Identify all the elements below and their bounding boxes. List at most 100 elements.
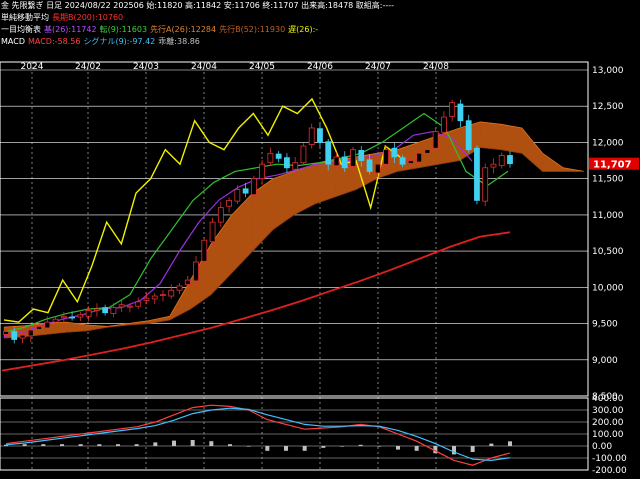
price-tick-label: 11,000 (592, 211, 624, 221)
ohlc-text: 金 先限繋ぎ 日足 2024/08/22 202506 始:11820 高:11… (1, 1, 395, 10)
candle-body (19, 334, 26, 339)
date-tick-label: 24/02 (75, 62, 101, 72)
macd-tick-label: 0.00 (592, 442, 612, 452)
candle-body (193, 261, 199, 282)
candle-body (507, 155, 513, 165)
macd-histogram-bar (60, 444, 64, 446)
macd-histogram-bar (340, 446, 344, 447)
conv-value: 転(9):11603 (99, 25, 148, 34)
candle-body (69, 316, 75, 319)
macd-tick-label: 400.00 (592, 394, 624, 404)
candle-body (184, 279, 191, 285)
macd-histogram-bar (22, 444, 27, 446)
macd-histogram-bar (190, 440, 195, 446)
price-tick-label: 10,500 (592, 247, 624, 257)
candle-body (333, 156, 340, 167)
indicator-lines (1, 97, 585, 372)
candle-body (391, 147, 398, 158)
candle-body (275, 153, 282, 159)
macd-histogram-bar (4, 444, 8, 446)
candle-body (432, 131, 439, 149)
candle-body (490, 163, 497, 168)
candle-body (308, 127, 315, 146)
macd-histogram-bar (209, 441, 214, 446)
macd-histogram-bar (78, 444, 83, 446)
candle-body (118, 304, 125, 308)
price-tick-label: 9,500 (592, 320, 618, 330)
macd-tick-label: -100.00 (592, 454, 627, 464)
macd-histogram-bar (153, 442, 158, 446)
price-tick-label: 12,000 (592, 138, 624, 148)
macd-histogram-bar (284, 446, 288, 451)
candle-body (226, 199, 232, 207)
macd-histogram-bar (302, 446, 307, 451)
candle-body (242, 188, 249, 194)
candle-body (374, 163, 381, 174)
candle-body (350, 149, 356, 167)
date-tick-label: 24/03 (133, 62, 159, 72)
date-tick-label: 2024 (21, 62, 44, 72)
header-ma: 単純移動平均 長期B(200):10760 (1, 13, 126, 23)
candle-body (482, 167, 489, 202)
candle-body (449, 102, 456, 117)
candle-body (85, 310, 92, 317)
macd-histogram-bar (414, 446, 419, 451)
candle-body (441, 116, 447, 133)
candle-body (465, 120, 472, 151)
header-ichimoku: 一目均衡表 基(26):11742 転(9):11603 先行A(26):12284 先… (1, 25, 321, 35)
date-tick-label: 24/06 (307, 62, 333, 72)
candle-body (209, 221, 216, 243)
candle-body (267, 152, 274, 164)
candle-body (383, 149, 389, 165)
candle-body (234, 189, 241, 202)
candle-body (259, 163, 266, 180)
candle-body (498, 155, 505, 167)
lagging-span-line (3, 97, 401, 323)
macd-histogram-bar (321, 446, 326, 448)
candle-body (143, 297, 150, 301)
hist-value: 乖離:38.86 (158, 37, 200, 46)
macd-histogram-bar (489, 443, 494, 446)
candle-body (292, 162, 299, 170)
span-a-line (3, 121, 585, 328)
candle-body (399, 157, 406, 165)
macd-histogram-bar (41, 444, 46, 446)
candle-body (3, 331, 9, 335)
macd-histogram-bar (358, 444, 363, 446)
macd-panel (4, 404, 512, 466)
price-tick-label: 10,000 (592, 283, 624, 293)
date-tick-label: 24/05 (249, 62, 275, 72)
span-a-value: 先行A(26):12284 (150, 25, 217, 34)
candle-body (160, 294, 166, 296)
candle-body (135, 301, 142, 307)
candle-body (358, 150, 365, 161)
grid (0, 61, 589, 471)
cloud-segment (231, 192, 253, 274)
macd-histogram-bar (470, 446, 475, 452)
candle-body (52, 318, 59, 323)
macd-histogram-bar (433, 446, 438, 454)
price-tick-label: 11,500 (592, 175, 624, 185)
macd-histogram-bar (97, 444, 102, 446)
cloud-segment (293, 163, 315, 216)
candle-body (151, 295, 158, 300)
candle-body (284, 157, 290, 169)
macd-histogram-bar (377, 446, 382, 447)
candle-body (93, 308, 100, 311)
ma-value: 長期B(200):10760 (52, 13, 124, 22)
candle-body (217, 207, 224, 223)
candle-body (366, 159, 373, 172)
candle-body (27, 329, 34, 337)
header-ohlc: 金 先限繋ぎ 日足 2024/08/22 202506 始:11820 高:11… (1, 1, 397, 11)
ma-label: 単純移動平均 (1, 13, 49, 22)
candle-body (424, 149, 431, 154)
base-value: 基(26):11742 (44, 25, 97, 34)
macd-histogram-bar (246, 446, 251, 447)
date-axis: 2024 24/02 24/03 24/04 24/05 24/06 24/07 24/08 (21, 62, 450, 72)
macd-tick-label: -200.00 (592, 466, 627, 476)
candle-body (110, 307, 117, 314)
conversion-line (3, 112, 509, 333)
date-tick-label: 24/04 (191, 62, 217, 72)
